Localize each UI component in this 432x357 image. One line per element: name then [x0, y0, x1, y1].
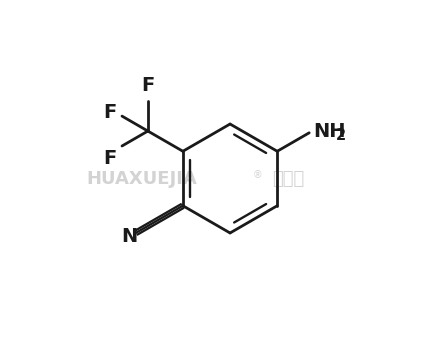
Text: F: F [141, 76, 155, 95]
Text: 2: 2 [336, 128, 346, 143]
Text: ®: ® [253, 170, 263, 180]
Text: 化学加: 化学加 [272, 170, 305, 187]
Text: N: N [121, 227, 137, 246]
Text: F: F [103, 104, 117, 122]
Text: HUAXUEJIA: HUAXUEJIA [86, 170, 197, 187]
Text: F: F [103, 149, 117, 168]
Text: NH: NH [313, 121, 346, 141]
